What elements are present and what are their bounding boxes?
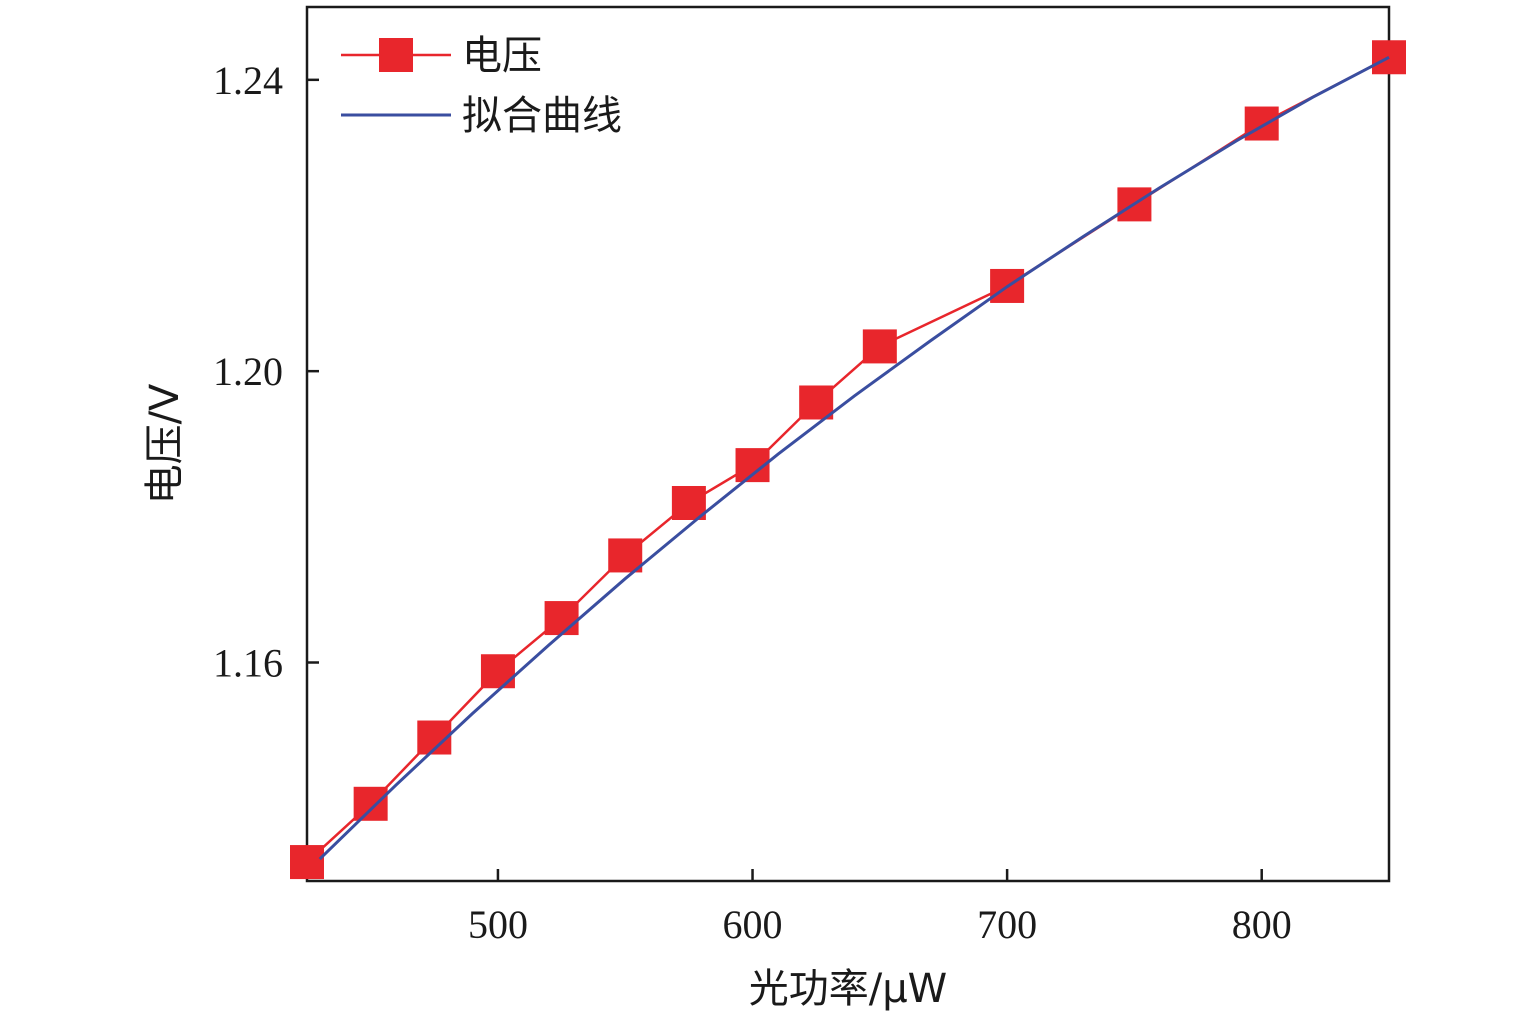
- voltage-point: [480, 654, 515, 689]
- x-tick-label: 500: [468, 902, 528, 947]
- voltage-point: [1372, 40, 1406, 75]
- legend-voltage-marker: [379, 38, 413, 72]
- voltage-point: [671, 485, 706, 520]
- voltage-point: [290, 845, 324, 880]
- plot-frame: [305, 5, 1391, 883]
- axis-ticks: 500 600 700 800 1.16 1.20 1.24: [213, 58, 1292, 947]
- voltage-point: [799, 385, 834, 420]
- x-tick-label: 800: [1232, 902, 1292, 947]
- y-tick-label: 1.20: [213, 349, 283, 394]
- voltage-point: [862, 329, 897, 364]
- legend-fit-label: 拟合曲线: [462, 93, 622, 139]
- voltage-point: [353, 786, 388, 821]
- voltage-point: [544, 601, 579, 636]
- y-tick-label: 1.16: [213, 641, 283, 686]
- series-fit-line: [318, 55, 1390, 861]
- legend-voltage-label: 电压: [462, 33, 542, 79]
- voltage-point: [608, 538, 643, 573]
- x-tick-label: 700: [977, 902, 1037, 947]
- voltage-point: [1244, 106, 1279, 141]
- x-axis-label: 光功率/μW: [749, 966, 947, 1012]
- series-voltage-line: [306, 56, 1390, 864]
- x-tick-label: 600: [723, 902, 783, 947]
- y-axis-label: 电压/V: [142, 383, 188, 504]
- series-layer: [290, 40, 1406, 880]
- y-tick-label: 1.24: [213, 58, 283, 103]
